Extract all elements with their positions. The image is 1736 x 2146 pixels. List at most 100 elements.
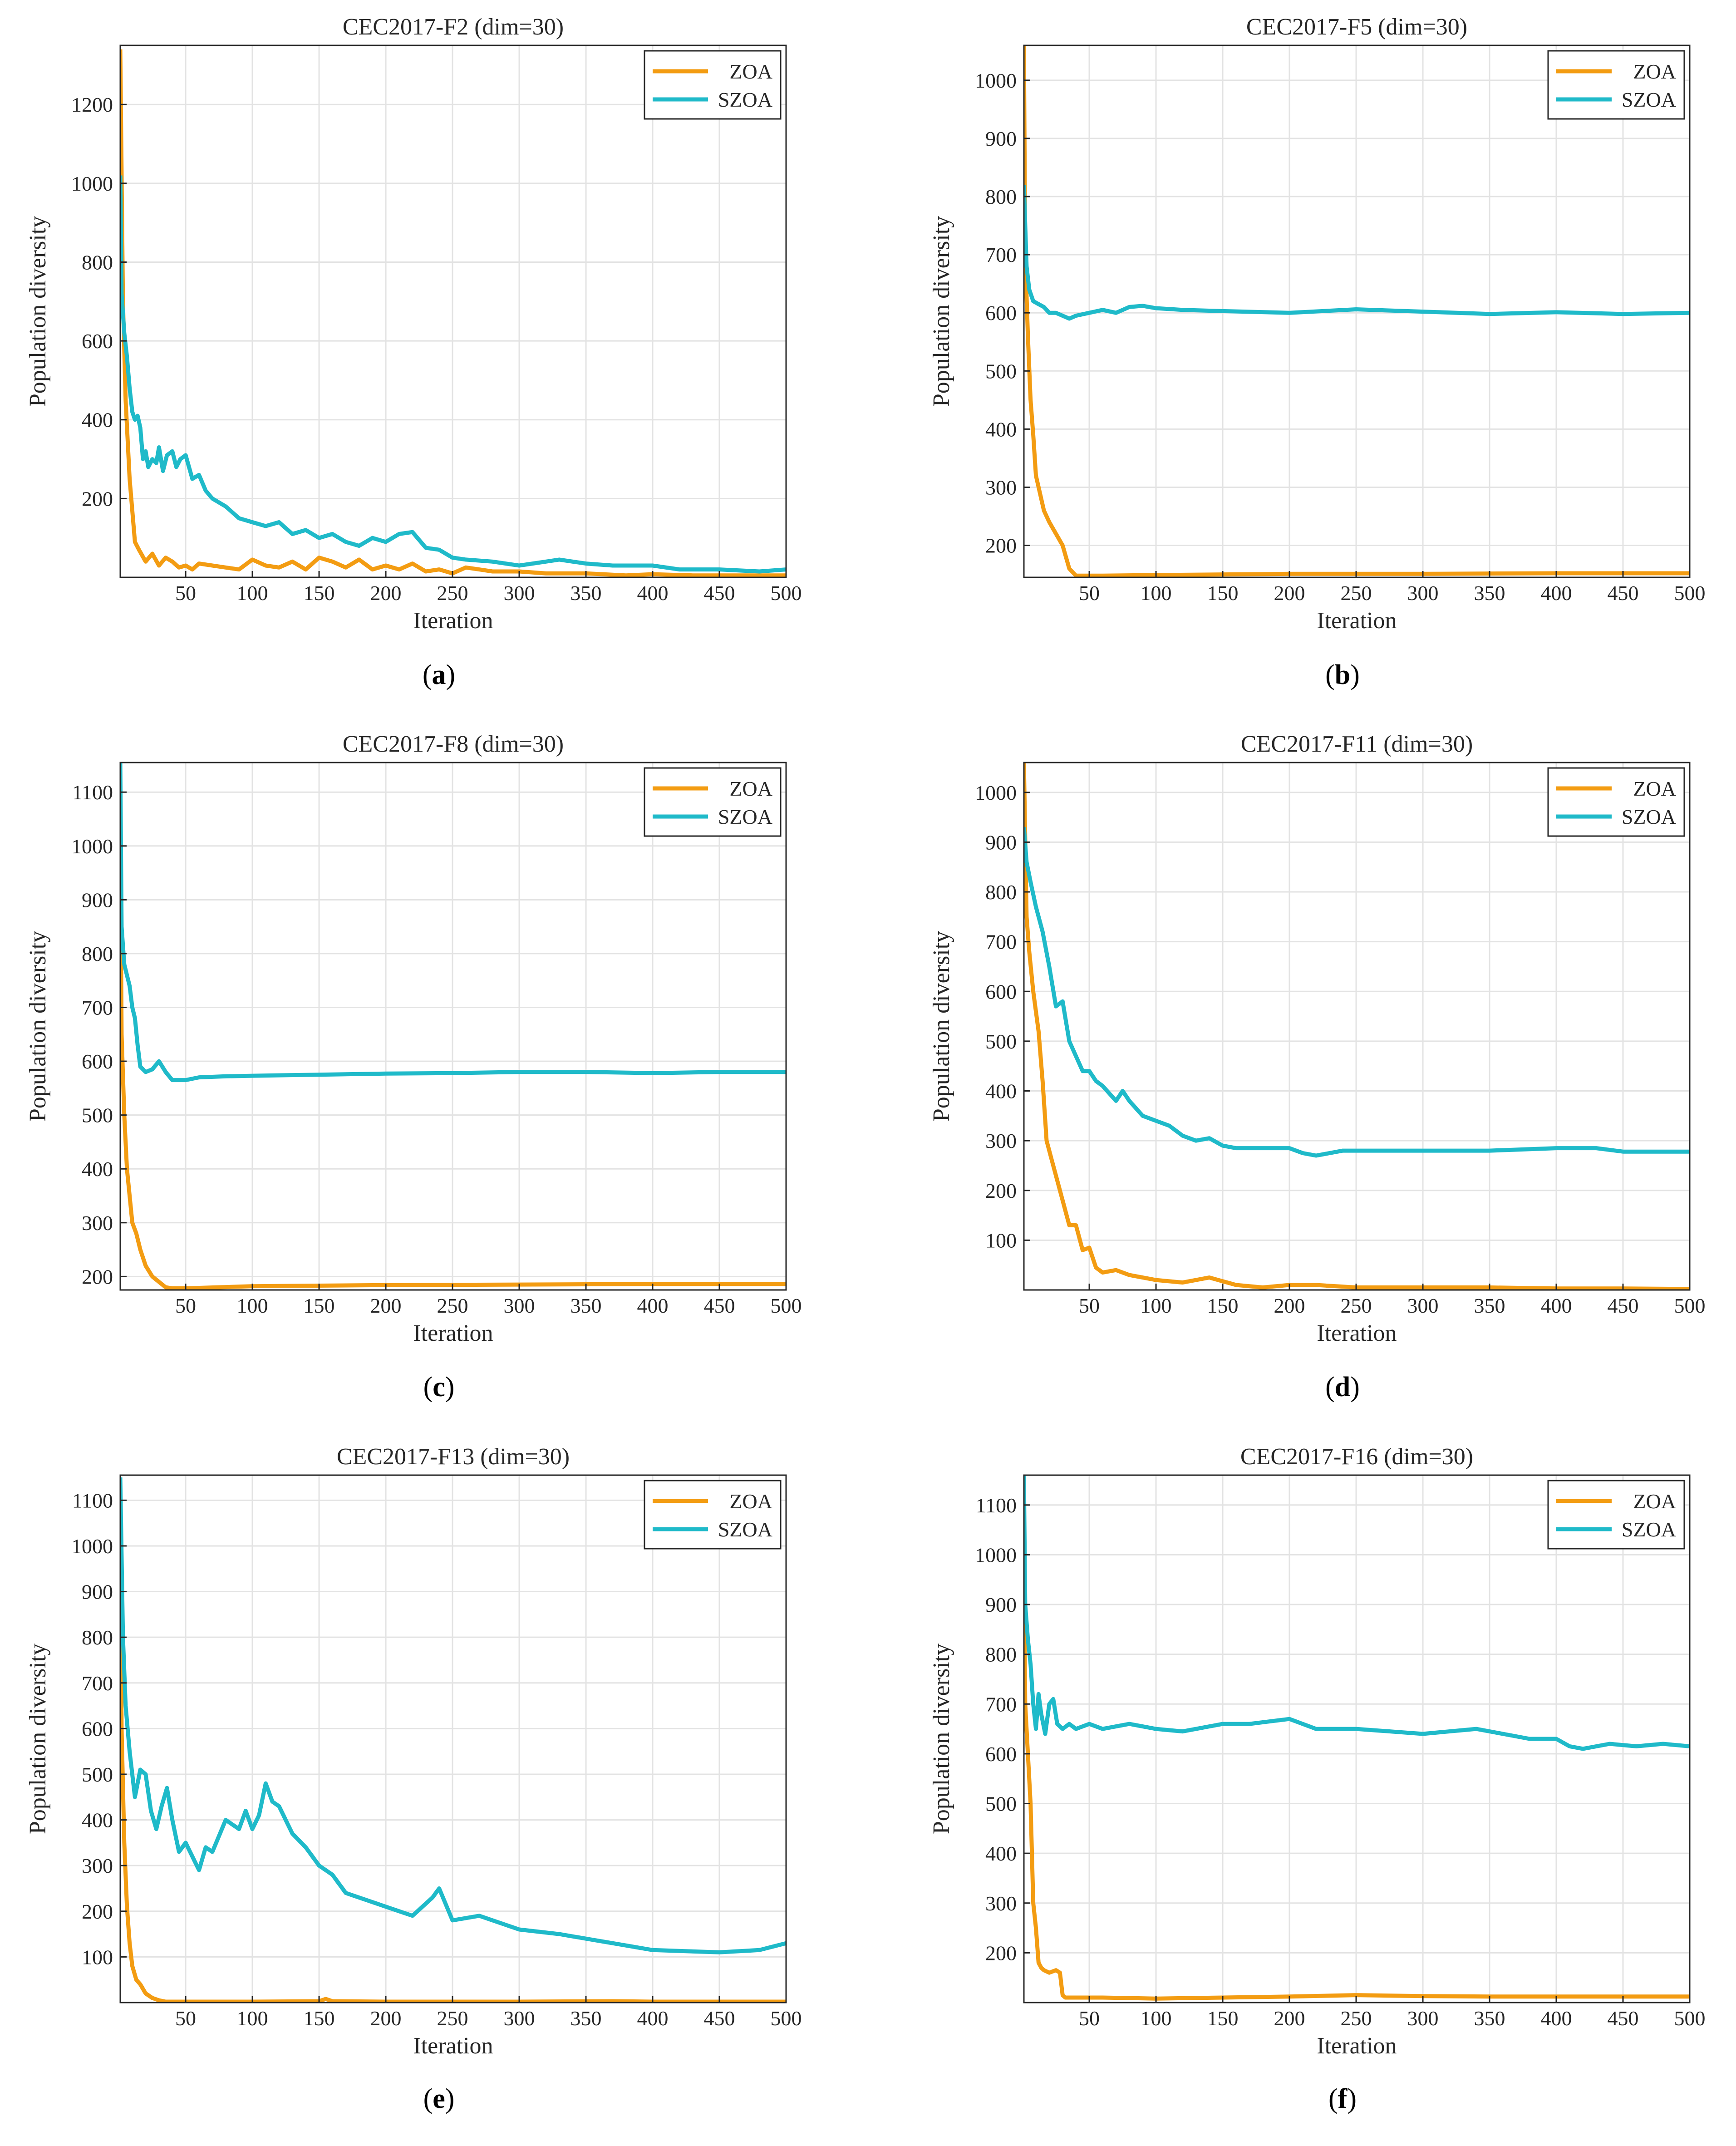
x-tick-label: 150 bbox=[1207, 2007, 1239, 2030]
x-tick-label: 350 bbox=[1474, 581, 1505, 605]
y-tick-label: 1100 bbox=[72, 1489, 113, 1512]
panel-caption: (a) bbox=[423, 660, 455, 690]
y-tick-label: 200 bbox=[82, 1900, 113, 1923]
y-axis-title: Population diversity bbox=[25, 931, 51, 1122]
y-tick-label: 700 bbox=[82, 996, 113, 1019]
y-tick-label: 1000 bbox=[975, 69, 1017, 92]
y-tick-label: 800 bbox=[985, 185, 1017, 208]
x-tick-label: 400 bbox=[637, 1294, 669, 1317]
y-tick-label: 700 bbox=[985, 930, 1017, 954]
x-tick-label: 450 bbox=[1608, 581, 1639, 605]
y-tick-label: 600 bbox=[82, 1050, 113, 1073]
x-tick-label: 300 bbox=[504, 2007, 535, 2030]
y-tick-label: 400 bbox=[82, 409, 113, 432]
legend: ZOA SZOA bbox=[1547, 50, 1685, 120]
chart-panel-a: 50 100 150 200 250 300 350 400 450 500 200 400 600 80… bbox=[25, 14, 802, 690]
x-tick-label: 50 bbox=[1079, 581, 1100, 605]
y-axis-title: Population diversity bbox=[929, 931, 954, 1122]
x-tick-label: 500 bbox=[771, 581, 802, 605]
x-tick-label: 300 bbox=[504, 581, 535, 605]
y-axis-title: Population diversity bbox=[929, 1644, 954, 1834]
y-tick-label: 600 bbox=[985, 1742, 1017, 1766]
y-tick-label: 100 bbox=[985, 1229, 1017, 1252]
y-tick-label: 1100 bbox=[72, 781, 113, 804]
chart-title: CEC2017-F2 (dim=30) bbox=[343, 14, 564, 40]
y-tick-label: 900 bbox=[82, 888, 113, 911]
x-tick-label: 150 bbox=[304, 2007, 335, 2030]
y-tick-label: 300 bbox=[985, 1892, 1017, 1915]
y-tick-label: 800 bbox=[985, 1643, 1017, 1666]
x-axis-title: Iteration bbox=[1317, 608, 1397, 634]
y-tick-label: 800 bbox=[985, 881, 1017, 904]
x-tick-label: 200 bbox=[1274, 1294, 1305, 1317]
y-tick-label: 300 bbox=[985, 1129, 1017, 1152]
chart-panel-f: 50 100 150 200 250 300 350 400 450 500 200 300 400 50… bbox=[929, 1444, 1706, 2114]
legend-label-zoa: ZOA bbox=[729, 777, 772, 800]
x-tick-label: 150 bbox=[304, 581, 335, 605]
y-tick-label: 200 bbox=[985, 1941, 1017, 1964]
x-tick-label: 400 bbox=[1541, 581, 1572, 605]
x-tick-label: 250 bbox=[437, 581, 468, 605]
legend-label-zoa: ZOA bbox=[729, 1490, 772, 1513]
legend: ZOA SZOA bbox=[1547, 767, 1685, 837]
y-tick-label: 700 bbox=[82, 1672, 113, 1695]
x-tick-label: 350 bbox=[570, 2007, 602, 2030]
legend-label-szoa: SZOA bbox=[718, 805, 772, 828]
x-tick-label: 150 bbox=[1207, 581, 1239, 605]
x-tick-label: 450 bbox=[1608, 2007, 1639, 2030]
y-tick-label: 500 bbox=[985, 359, 1017, 383]
x-tick-label: 250 bbox=[437, 1294, 468, 1317]
series-line-szoa bbox=[1024, 1475, 1690, 1751]
x-tick-label: 450 bbox=[704, 1294, 735, 1317]
x-tick-label: 150 bbox=[1207, 1294, 1239, 1317]
series-line-szoa bbox=[120, 763, 786, 1083]
panel-caption-letter: d bbox=[1335, 1372, 1350, 1403]
x-tick-label: 500 bbox=[771, 1294, 802, 1317]
x-tick-label: 350 bbox=[570, 1294, 602, 1317]
y-tick-label: 900 bbox=[985, 127, 1017, 150]
x-tick-label: 450 bbox=[1608, 1294, 1639, 1317]
legend-box bbox=[1547, 50, 1685, 120]
y-tick-label: 500 bbox=[985, 1792, 1017, 1816]
y-tick-label: 700 bbox=[985, 243, 1017, 266]
y-tick-label: 600 bbox=[985, 980, 1017, 1003]
y-axis-title: Population diversity bbox=[25, 1644, 51, 1834]
series-line-szoa bbox=[1024, 827, 1690, 1158]
y-tick-label: 500 bbox=[82, 1763, 113, 1786]
x-tick-label: 200 bbox=[370, 581, 402, 605]
chart-title: CEC2017-F5 (dim=30) bbox=[1246, 14, 1467, 40]
x-tick-label: 350 bbox=[1474, 1294, 1505, 1317]
legend: ZOA SZOA bbox=[644, 767, 782, 837]
legend-label-zoa: ZOA bbox=[729, 60, 772, 83]
y-tick-label: 200 bbox=[82, 1265, 113, 1288]
legend-label-szoa: SZOA bbox=[1622, 805, 1676, 828]
x-tick-label: 100 bbox=[237, 1294, 268, 1317]
panel-caption: (f) bbox=[1328, 2083, 1357, 2114]
x-tick-label: 450 bbox=[704, 581, 735, 605]
panel-caption: (d) bbox=[1325, 1372, 1360, 1403]
x-tick-label: 200 bbox=[1274, 581, 1305, 605]
x-tick-label: 300 bbox=[504, 1294, 535, 1317]
y-tick-label: 200 bbox=[985, 534, 1017, 557]
y-tick-label: 400 bbox=[82, 1157, 113, 1181]
y-tick-label: 300 bbox=[985, 476, 1017, 499]
x-tick-label: 400 bbox=[1541, 1294, 1572, 1317]
x-tick-label: 500 bbox=[1674, 581, 1706, 605]
x-tick-label: 200 bbox=[370, 2007, 402, 2030]
x-tick-label: 50 bbox=[175, 2007, 196, 2030]
x-tick-label: 100 bbox=[1141, 581, 1172, 605]
x-tick-label: 50 bbox=[175, 1294, 196, 1317]
legend: ZOA SZOA bbox=[644, 1480, 782, 1550]
chart-panel-b: 50 100 150 200 250 300 350 400 450 500 200 300 400 50… bbox=[929, 14, 1706, 690]
x-axis-title: Iteration bbox=[413, 608, 493, 634]
y-axis-title: Population diversity bbox=[25, 216, 51, 407]
x-tick-label: 300 bbox=[1407, 2007, 1439, 2030]
panel-caption: (c) bbox=[423, 1372, 455, 1403]
legend-label-szoa: SZOA bbox=[718, 88, 772, 111]
y-tick-label: 1000 bbox=[71, 835, 113, 858]
x-tick-label: 250 bbox=[1341, 581, 1372, 605]
x-tick-label: 200 bbox=[370, 1294, 402, 1317]
chart-panel-c: 50 100 150 200 250 300 350 400 450 500 200 300 400 50… bbox=[25, 731, 802, 1403]
x-tick-label: 300 bbox=[1407, 1294, 1439, 1317]
panel-caption-letter: b bbox=[1335, 660, 1350, 690]
